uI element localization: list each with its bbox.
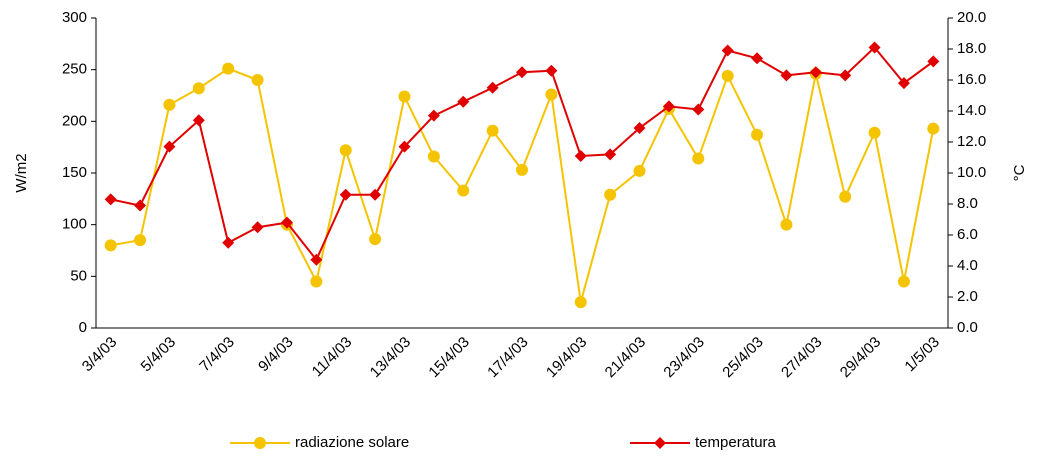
y-tick-label: 50 xyxy=(70,267,87,284)
point xyxy=(222,62,235,75)
point xyxy=(574,296,587,309)
point xyxy=(516,163,528,176)
point xyxy=(897,77,910,90)
point xyxy=(104,239,117,252)
x-tick-label: 13/4/03 xyxy=(367,334,414,381)
point xyxy=(721,69,734,82)
x-tick-label: 19/4/03 xyxy=(543,334,590,381)
y2-tick-label: 16.0 xyxy=(957,71,986,88)
point xyxy=(516,66,528,79)
y2-tick-label: 12.0 xyxy=(957,133,986,150)
point xyxy=(398,140,411,153)
point xyxy=(222,236,235,249)
x-tick-label: 7/4/03 xyxy=(196,334,238,376)
y-axis-label: W/m2 xyxy=(13,153,30,192)
x-tick-label: 1/5/03 xyxy=(901,334,943,376)
point xyxy=(545,64,558,77)
x-tick-label: 17/4/03 xyxy=(484,334,531,381)
y2-tick-label: 20.0 xyxy=(957,9,986,26)
point xyxy=(339,144,352,157)
y2-tick-label: 4.0 xyxy=(957,257,978,274)
point xyxy=(721,44,734,57)
point xyxy=(574,149,587,162)
y-tick-label: 150 xyxy=(62,164,87,181)
point xyxy=(604,148,617,161)
y-tick-label: 300 xyxy=(62,9,87,26)
point xyxy=(780,69,793,82)
point xyxy=(751,52,764,65)
point xyxy=(339,188,352,201)
x-tick-label: 15/4/03 xyxy=(425,334,472,381)
point xyxy=(369,188,382,201)
y2-tick-label: 18.0 xyxy=(957,40,986,57)
point xyxy=(633,122,646,135)
point xyxy=(839,190,852,203)
y-tick-label: 0 xyxy=(79,319,87,336)
point xyxy=(251,74,264,86)
point xyxy=(427,150,440,163)
x-tick-label: 23/4/03 xyxy=(661,334,708,381)
point xyxy=(192,82,205,95)
point xyxy=(104,193,117,206)
point xyxy=(310,253,323,266)
point xyxy=(927,55,940,68)
point xyxy=(427,109,440,122)
point xyxy=(897,275,910,288)
y-tick-label: 100 xyxy=(62,216,87,233)
x-tick-label: 25/4/03 xyxy=(719,334,766,381)
legend-label: temperatura xyxy=(695,434,777,451)
legend-marker xyxy=(654,437,666,449)
point xyxy=(839,69,852,82)
point xyxy=(486,81,499,94)
point xyxy=(163,98,176,111)
y2-tick-label: 2.0 xyxy=(957,288,978,305)
x-tick-label: 11/4/03 xyxy=(309,334,356,381)
y2-tick-label: 6.0 xyxy=(957,226,978,243)
point xyxy=(280,216,293,229)
point xyxy=(809,66,822,79)
y2-tick-label: 8.0 xyxy=(957,195,978,212)
point xyxy=(604,188,617,201)
point xyxy=(369,233,382,246)
point xyxy=(251,221,264,234)
point xyxy=(457,184,470,197)
series-line xyxy=(110,67,935,303)
point xyxy=(780,218,793,231)
x-tick-label: 29/4/03 xyxy=(837,334,884,381)
x-tick-label: 3/4/03 xyxy=(79,334,121,376)
point xyxy=(545,88,558,101)
point xyxy=(927,122,940,135)
point xyxy=(692,152,705,165)
y2-axis-label: °C xyxy=(1011,164,1028,181)
point xyxy=(868,41,881,54)
point xyxy=(163,140,176,153)
series-line xyxy=(110,45,934,262)
point xyxy=(633,164,646,177)
y-tick-label: 250 xyxy=(62,61,87,78)
point xyxy=(134,199,147,212)
y2-tick-label: 0.0 xyxy=(957,319,978,336)
point xyxy=(192,114,205,127)
legend-marker xyxy=(254,437,266,449)
x-tick-label: 27/4/03 xyxy=(778,334,825,381)
point xyxy=(134,234,147,247)
point xyxy=(457,95,470,108)
x-tick-label: 9/4/03 xyxy=(255,334,297,376)
y-tick-label: 200 xyxy=(62,112,87,129)
point xyxy=(868,126,881,139)
point xyxy=(310,275,323,288)
x-tick-label: 5/4/03 xyxy=(138,334,180,376)
legend-label: radiazione solare xyxy=(295,434,409,451)
point xyxy=(692,103,705,116)
y2-tick-label: 10.0 xyxy=(957,164,986,181)
y2-tick-label: 14.0 xyxy=(957,102,986,119)
point xyxy=(398,90,411,103)
point xyxy=(662,100,675,113)
point xyxy=(751,128,764,141)
point xyxy=(486,124,499,137)
x-tick-label: 21/4/03 xyxy=(602,334,649,381)
